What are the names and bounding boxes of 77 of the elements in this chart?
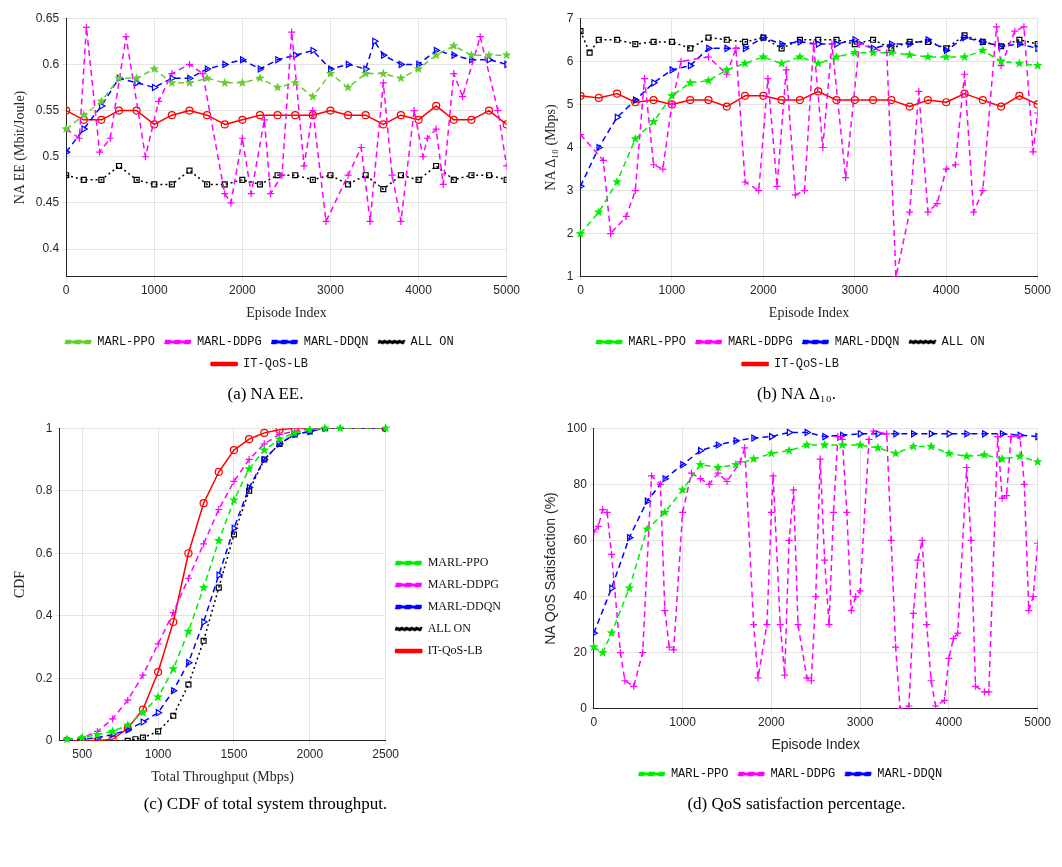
x-tick-label: 1000 bbox=[669, 715, 697, 730]
y-tick-label: 0.65 bbox=[35, 10, 60, 25]
legend-label: IT-QoS-LB bbox=[243, 357, 308, 372]
legend-label: ALL ON bbox=[427, 621, 472, 636]
y-tick-label: 0.6 bbox=[42, 56, 60, 71]
x-tick-label: 0 bbox=[590, 715, 598, 730]
legend-label: IT-QoS-LB bbox=[427, 643, 483, 658]
x-tick-label: 500 bbox=[72, 747, 93, 762]
text: (d) QoS satisfaction percentage. bbox=[687, 794, 906, 814]
y-tick-label: 6 bbox=[566, 53, 574, 68]
y-tick-label: 20 bbox=[573, 644, 588, 659]
y-axis-title: NA QoS Satisfaction (%) bbox=[542, 492, 559, 645]
y-axis-title: NA Δ₁₀ (Mbps) bbox=[543, 103, 560, 191]
x-tick-label: 1000 bbox=[140, 283, 168, 298]
text: (a) NA EE. bbox=[227, 384, 304, 404]
x-tick-label: 1000 bbox=[658, 283, 686, 298]
x-axis-title: Total Throughput (Mbps) bbox=[151, 769, 295, 786]
legend-label: ALL ON bbox=[410, 335, 454, 350]
y-tick-label: 4 bbox=[566, 139, 574, 154]
legend-label: MARL-DDPG bbox=[427, 577, 500, 592]
y-tick-label: 5 bbox=[566, 96, 574, 111]
y-tick-label: 100 bbox=[566, 420, 588, 435]
x-tick-label: 4000 bbox=[935, 715, 963, 730]
x-tick-label: 4000 bbox=[405, 283, 433, 298]
legend-label: MARL-DDQN bbox=[427, 599, 502, 614]
legend-label: MARL-DDPG bbox=[196, 335, 262, 350]
text: (c) CDF of total system throughput. bbox=[143, 794, 388, 814]
x-axis-title: Episode Index bbox=[246, 305, 327, 321]
x-tick-label: 1000 bbox=[144, 747, 172, 762]
legend-label: MARL-DDQN bbox=[877, 767, 943, 782]
y-tick-label: 80 bbox=[573, 476, 588, 491]
y-tick-label: 0.4 bbox=[42, 241, 60, 256]
y-tick-label: 7 bbox=[566, 10, 574, 25]
legend-label: MARL-DDQN bbox=[303, 335, 369, 350]
y-tick-label: 0 bbox=[45, 733, 53, 748]
legend-label: MARL-DDQN bbox=[834, 335, 900, 350]
x-tick-label: 1500 bbox=[220, 747, 248, 762]
legend-label: MARL-PPO bbox=[427, 555, 489, 570]
y-tick-label: 1 bbox=[566, 269, 574, 284]
y-tick-label: 3 bbox=[566, 182, 574, 197]
x-tick-label: 2000 bbox=[229, 283, 257, 298]
y-tick-label: 0.5 bbox=[42, 149, 60, 164]
x-tick-label: 0 bbox=[62, 283, 70, 298]
x-tick-label: 3000 bbox=[846, 715, 874, 730]
x-tick-label: 4000 bbox=[932, 283, 960, 298]
legend-label: MARL-DDPG bbox=[770, 767, 836, 782]
y-tick-label: 40 bbox=[573, 588, 588, 603]
y-tick-label: 0.2 bbox=[35, 670, 53, 685]
x-tick-label: 5000 bbox=[493, 283, 521, 298]
x-tick-label: 3000 bbox=[317, 283, 345, 298]
x-tick-label: 2000 bbox=[296, 747, 324, 762]
y-tick-label: 0.4 bbox=[35, 608, 53, 623]
legend-label: ALL ON bbox=[941, 335, 985, 350]
x-tick-label: 2000 bbox=[749, 283, 778, 298]
y-tick-label: 0.8 bbox=[35, 483, 53, 498]
x-tick-label: 2500 bbox=[372, 747, 400, 762]
y-tick-label: 2 bbox=[566, 226, 574, 241]
y-tick-label: 60 bbox=[573, 532, 588, 547]
x-tick-label: 5000 bbox=[1024, 715, 1052, 730]
x-tick-label: 5000 bbox=[1024, 283, 1052, 298]
legend-label: MARL-PPO bbox=[628, 335, 686, 350]
y-tick-label: 0.55 bbox=[35, 102, 60, 117]
y-tick-label: 1 bbox=[45, 420, 53, 435]
y-tick-label: 0.6 bbox=[35, 545, 53, 560]
x-axis-title: Episode Index bbox=[771, 736, 861, 753]
legend-label: MARL-PPO bbox=[670, 767, 729, 782]
legend-label: MARL-PPO bbox=[97, 335, 155, 350]
legend-label: MARL-DDPG bbox=[727, 335, 793, 350]
legend-label: IT-QoS-LB bbox=[774, 357, 839, 372]
x-tick-label: 2000 bbox=[758, 715, 786, 730]
x-axis-title: Episode Index bbox=[768, 305, 850, 321]
y-axis-title: CDF bbox=[12, 570, 28, 599]
x-tick-label: 3000 bbox=[841, 283, 869, 298]
text: (b) NA Δ₁₀. bbox=[757, 384, 836, 404]
y-tick-label: 0.45 bbox=[35, 195, 60, 210]
y-axis-title: NA EE (Mbit/Joule) bbox=[12, 90, 29, 205]
y-tick-label: 0 bbox=[580, 701, 588, 716]
